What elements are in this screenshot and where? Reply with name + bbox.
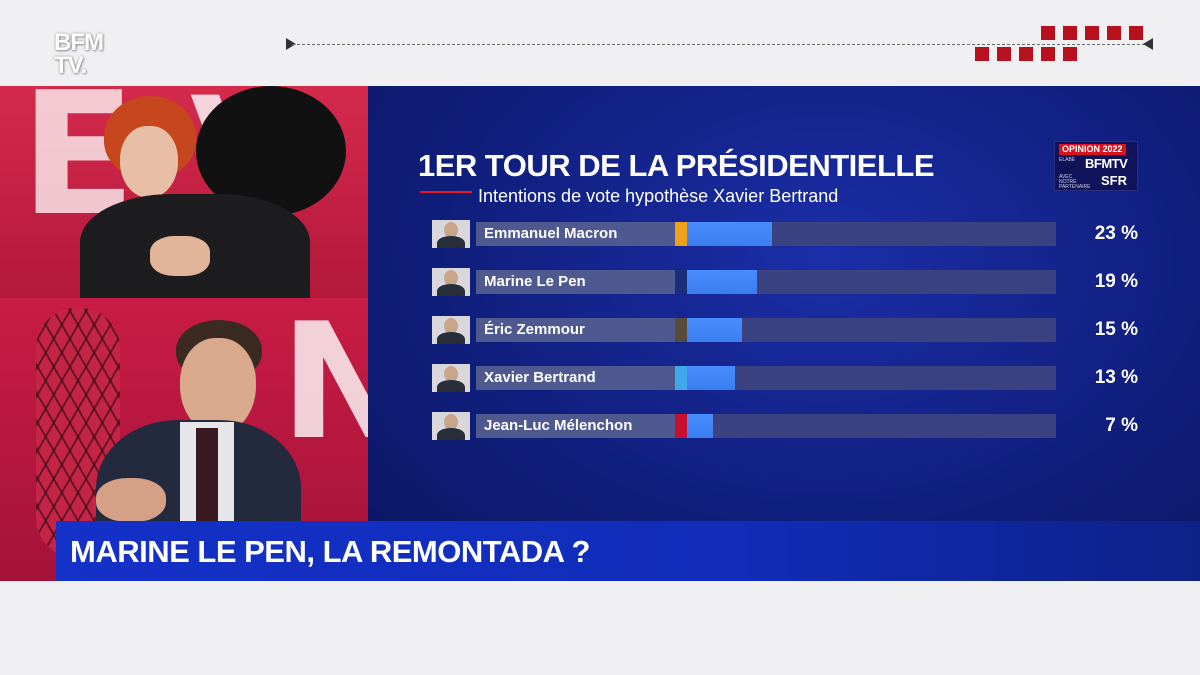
headline-banner: MARINE LE PEN, LA REMONTADA ? <box>56 521 1200 581</box>
candidate-photo <box>432 364 470 392</box>
backdrop-letter: N <box>280 298 368 475</box>
bar-name-box <box>476 270 675 294</box>
square-icon <box>1019 47 1033 61</box>
square-icon <box>1063 47 1077 61</box>
red-squares-decoration <box>975 26 1150 66</box>
bar-name-box <box>476 414 675 438</box>
candidate-percentage: 15 % <box>1094 319 1138 340</box>
candidate-name: Éric Zemmour <box>484 321 585 338</box>
square-icon <box>1129 26 1143 40</box>
poll-graphic: 1ER TOUR DE LA PRÉSIDENTIELLE Intentions… <box>368 86 1200 581</box>
candidate-name: Xavier Bertrand <box>484 369 596 386</box>
candidate-photo <box>432 412 470 440</box>
badge-label: OPINION 2022 <box>1059 144 1126 155</box>
timeline-dashed-line <box>292 44 1150 45</box>
badge-pollster: ELABE <box>1059 157 1076 163</box>
headline-text: MARINE LE PEN, LA REMONTADA ? <box>70 534 590 569</box>
poll-subtitle: Intentions de vote hypothèse Xavier Bert… <box>478 186 839 206</box>
studio-video-feed: E V N <box>0 86 368 581</box>
badge-partner-brand: SFR <box>1101 173 1127 188</box>
party-color-marker <box>675 414 687 438</box>
vote-bar <box>687 318 742 342</box>
candidate-row: Marine Le Pen 19 % <box>432 268 1142 296</box>
candidate-row: Xavier Bertrand 13 % <box>432 364 1142 392</box>
square-icon <box>1063 26 1077 40</box>
bfmtv-logo: BFM TV. <box>54 31 118 85</box>
square-icon <box>1041 26 1055 40</box>
badge-brand: BFMTV <box>1085 156 1128 171</box>
camera-top-guest: E V <box>0 86 368 298</box>
candidate-photo <box>432 268 470 296</box>
poll-title: 1ER TOUR DE LA PRÉSIDENTIELLE <box>418 148 935 183</box>
square-icon <box>997 47 1011 61</box>
vote-bar <box>687 366 735 390</box>
party-color-marker <box>675 222 687 246</box>
vote-bar <box>687 414 713 438</box>
opinion-2022-badge: OPINION 2022 ELABE BFMTV AVEC NOTRE PART… <box>1054 141 1138 191</box>
party-color-marker <box>675 270 687 294</box>
candidate-percentage: 23 % <box>1094 223 1138 244</box>
square-icon <box>1041 47 1055 61</box>
logo-line-2: TV. <box>54 52 87 79</box>
candidate-name: Marine Le Pen <box>484 273 586 290</box>
square-icon <box>1107 26 1121 40</box>
square-icon <box>1085 26 1099 40</box>
logo-line-1: BFM <box>54 29 104 56</box>
badge-partners: AVEC NOTRE PARTENAIRE <box>1059 174 1091 190</box>
party-color-marker <box>675 366 687 390</box>
bar-name-box <box>476 366 675 390</box>
candidate-name: Emmanuel Macron <box>484 225 618 242</box>
candidate-percentage: 13 % <box>1094 367 1138 388</box>
vote-bar <box>687 270 757 294</box>
candidate-percentage: 19 % <box>1094 271 1138 292</box>
candidate-percentage: 7 % <box>1105 415 1138 436</box>
candidate-row: Jean-Luc Mélenchon 7 % <box>432 412 1142 440</box>
candidate-row: Emmanuel Macron 23 % <box>432 220 1142 248</box>
backdrop-pattern <box>36 308 120 558</box>
vote-bar <box>687 222 772 246</box>
bottom-margin <box>0 581 1200 675</box>
timeline-arrow-left-icon <box>286 38 296 50</box>
candidate-photo <box>432 316 470 344</box>
candidate-photo <box>432 220 470 248</box>
timeline-arrow-right-icon <box>1143 38 1153 50</box>
title-accent-rule <box>420 191 472 193</box>
top-bar: BFM TV. <box>0 0 1200 86</box>
square-icon <box>975 47 989 61</box>
bar-name-box <box>476 222 675 246</box>
candidate-row: Éric Zemmour 15 % <box>432 316 1142 344</box>
bar-name-box <box>476 318 675 342</box>
candidate-name: Jean-Luc Mélenchon <box>484 417 633 434</box>
party-color-marker <box>675 318 687 342</box>
